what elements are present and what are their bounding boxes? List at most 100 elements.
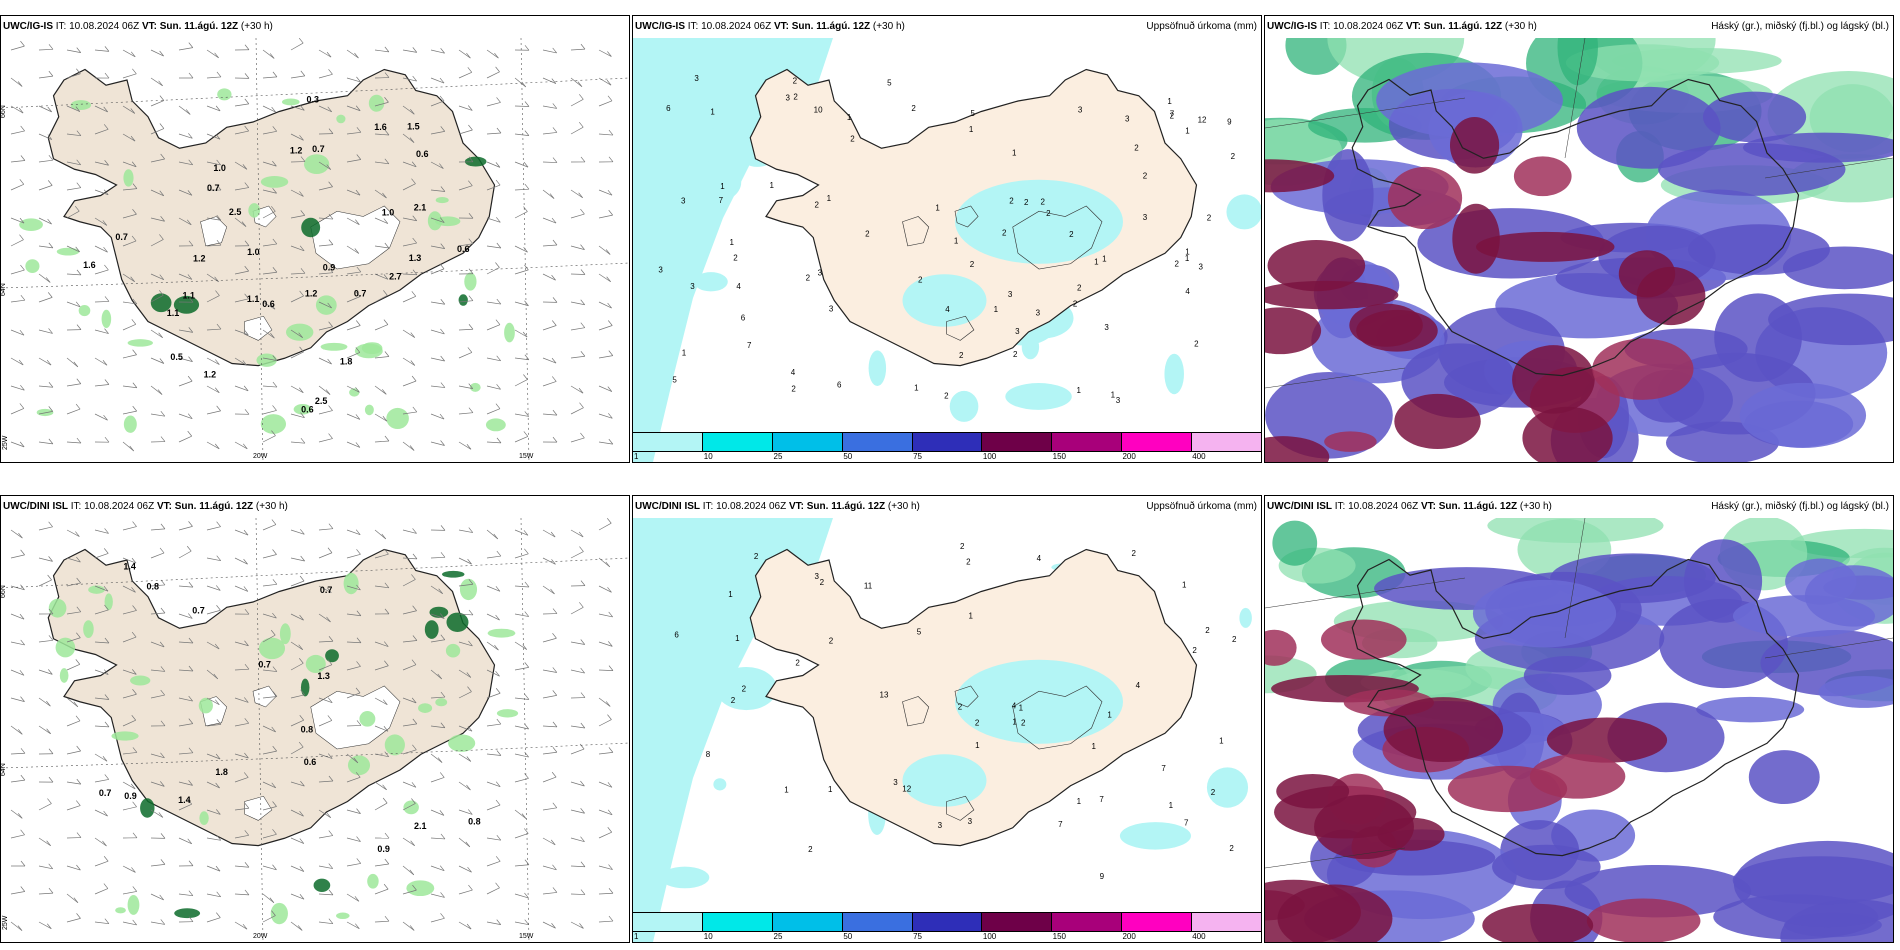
precip-value-label: 2 bbox=[814, 201, 819, 210]
wind-barb bbox=[486, 385, 501, 390]
wind-barb bbox=[290, 189, 304, 197]
mid-cloud bbox=[1732, 595, 1876, 638]
coord-label-15w: 15W bbox=[519, 453, 534, 460]
wind-barb bbox=[290, 694, 305, 699]
wind-values: 1.02.51.51.21.61.10.71.02.71.31.81.62.51… bbox=[83, 94, 469, 414]
precip-value-label: 3 bbox=[1078, 105, 1083, 114]
colorbar-segment bbox=[912, 433, 983, 451]
wind-barb bbox=[290, 245, 305, 252]
wind-barb-tick bbox=[187, 375, 193, 382]
wind-barb-tick bbox=[440, 355, 445, 362]
wind-barb bbox=[374, 133, 389, 136]
wind-barb bbox=[318, 640, 333, 643]
precip-value-label: 2 bbox=[1046, 209, 1051, 218]
wind-barb bbox=[206, 753, 221, 760]
wind-barb-tick bbox=[158, 80, 163, 87]
precip-value-label: 7 bbox=[747, 341, 752, 350]
wind-barb-tick bbox=[578, 192, 583, 198]
wind-barb bbox=[150, 641, 165, 648]
wind-barb-tick bbox=[216, 719, 222, 725]
wind-barb-tick bbox=[468, 383, 474, 389]
rain-spot bbox=[127, 339, 153, 347]
low-cloud bbox=[1265, 629, 1297, 666]
wind-barb bbox=[122, 441, 134, 452]
wind-barb-tick bbox=[188, 665, 194, 672]
wind-barb bbox=[486, 49, 499, 59]
wind-barb bbox=[598, 781, 613, 788]
wind-barb bbox=[94, 697, 109, 700]
wind-barb bbox=[234, 441, 248, 450]
wind-barb bbox=[598, 441, 613, 445]
precip-value-label: 2 bbox=[1002, 228, 1007, 237]
colorbar-segment bbox=[1122, 433, 1193, 451]
wind-barb-tick bbox=[244, 830, 250, 836]
mid-cloud bbox=[1322, 149, 1374, 242]
wind-barb bbox=[290, 809, 304, 817]
low-cloud bbox=[1265, 280, 1399, 310]
wind-barb bbox=[570, 355, 585, 359]
precip-value-label: 2 bbox=[850, 135, 855, 144]
wind-barb bbox=[234, 834, 249, 839]
precip-value-label: 1.3 bbox=[409, 253, 422, 263]
wind-barb bbox=[542, 725, 557, 728]
wind-barb-tick bbox=[607, 189, 613, 196]
wind-barb-tick bbox=[48, 406, 54, 412]
wind-barb bbox=[234, 921, 248, 930]
wind-barb-tick bbox=[188, 860, 194, 866]
wind-barb bbox=[514, 133, 529, 136]
wind-barb-tick bbox=[524, 354, 530, 360]
wind-barb bbox=[598, 752, 613, 755]
wind-barb-tick bbox=[550, 839, 556, 846]
wind-barb-tick bbox=[328, 267, 334, 273]
panel-title: UWC/IG-IS IT: 10.08.2024 06Z VT: Sun. 11… bbox=[635, 21, 905, 32]
wind-barb bbox=[458, 412, 473, 415]
wind-barbs bbox=[10, 38, 614, 452]
wind-barb-tick bbox=[356, 584, 361, 591]
wind-barb-tick bbox=[552, 667, 558, 673]
rain-spot bbox=[429, 606, 449, 618]
precip-value-label: 1 bbox=[968, 612, 973, 621]
wind-barb bbox=[430, 613, 445, 619]
wind-barb bbox=[458, 889, 473, 895]
wind-barb bbox=[66, 357, 79, 368]
wind-barb bbox=[38, 921, 52, 930]
wind-barb bbox=[234, 668, 249, 671]
precip-value-label: 1 bbox=[828, 785, 833, 794]
wind-barb-tick bbox=[75, 659, 81, 665]
wind-barb-tick bbox=[242, 360, 248, 366]
wind-barb bbox=[430, 100, 445, 107]
wind-barb-tick bbox=[384, 660, 389, 666]
precip-value-label: 1.0 bbox=[247, 247, 260, 257]
precip-value-label: 7 bbox=[1184, 818, 1189, 827]
wind-barb-tick bbox=[215, 865, 221, 872]
precip-value-label: 3 bbox=[694, 74, 699, 83]
wind-barb-tick bbox=[216, 809, 221, 815]
wind-barb-tick bbox=[327, 715, 333, 721]
cloud-map bbox=[1265, 38, 1893, 462]
precip-map: 3122222211132222132235412137787416219721… bbox=[633, 518, 1261, 942]
precip-value-label: 1 bbox=[1077, 386, 1082, 395]
wind-barb-tick bbox=[412, 635, 418, 641]
precip-value-label: 3 bbox=[1008, 290, 1013, 299]
wind-barb bbox=[10, 669, 25, 676]
wind-barb-tick bbox=[552, 690, 558, 696]
wind-barb bbox=[122, 49, 136, 58]
rain-spot bbox=[349, 388, 360, 397]
precip-value-label: 2 bbox=[754, 552, 759, 561]
colorbar-label: 75 bbox=[913, 452, 923, 461]
wind-barb bbox=[402, 921, 415, 931]
wind-barb bbox=[570, 837, 585, 843]
wind-barb bbox=[66, 187, 81, 191]
wind-barb-tick bbox=[580, 780, 585, 787]
wind-barb-tick bbox=[439, 810, 445, 816]
wind-barb-tick bbox=[608, 665, 614, 671]
wind-barb bbox=[66, 49, 81, 53]
wind-barb-tick bbox=[102, 756, 108, 762]
wind-barb-tick bbox=[608, 156, 614, 163]
wind-barb bbox=[122, 240, 137, 247]
wind-barb-tick bbox=[76, 800, 81, 806]
wind-barb bbox=[178, 585, 193, 588]
wind-barb bbox=[374, 888, 389, 895]
wind-barb-tick bbox=[524, 264, 529, 271]
wind-barb bbox=[486, 613, 500, 621]
